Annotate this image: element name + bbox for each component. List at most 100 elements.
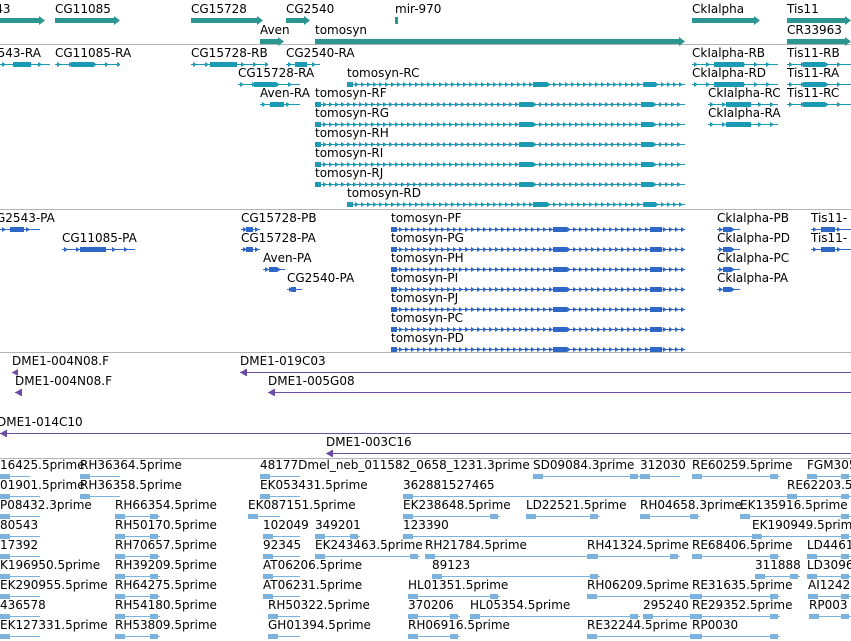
- feature-glyph[interactable]: [115, 571, 160, 582]
- feature-glyph[interactable]: [470, 611, 640, 622]
- feature-glyph[interactable]: [80, 471, 120, 482]
- feature-glyph[interactable]: [692, 59, 778, 70]
- feature-glyph[interactable]: [391, 304, 685, 315]
- feature-glyph[interactable]: [787, 99, 851, 110]
- feature-glyph[interactable]: [0, 591, 40, 602]
- feature-glyph[interactable]: [811, 224, 851, 235]
- feature-glyph[interactable]: [808, 591, 851, 602]
- feature-glyph[interactable]: [263, 531, 300, 542]
- feature-glyph[interactable]: [787, 15, 851, 26]
- feature-glyph[interactable]: [268, 387, 851, 398]
- feature-glyph[interactable]: [807, 551, 851, 562]
- feature-glyph[interactable]: [263, 571, 300, 582]
- feature-glyph[interactable]: [62, 244, 135, 255]
- feature-glyph[interactable]: [315, 551, 420, 562]
- feature-glyph[interactable]: [191, 59, 268, 70]
- feature-glyph[interactable]: [740, 511, 851, 522]
- feature-glyph[interactable]: [807, 571, 851, 582]
- feature-glyph[interactable]: [240, 367, 851, 378]
- feature-glyph[interactable]: [347, 199, 685, 210]
- feature-glyph[interactable]: [432, 571, 600, 582]
- feature-glyph[interactable]: [787, 59, 851, 70]
- feature-glyph[interactable]: [260, 471, 300, 482]
- feature-glyph[interactable]: [708, 119, 778, 130]
- feature-glyph[interactable]: [115, 551, 160, 562]
- feature-glyph[interactable]: [260, 36, 284, 47]
- feature-glyph[interactable]: [315, 179, 685, 190]
- feature-glyph[interactable]: [12, 367, 18, 378]
- feature-glyph[interactable]: [260, 99, 300, 110]
- feature-glyph[interactable]: [0, 224, 40, 235]
- feature-glyph[interactable]: [533, 471, 640, 482]
- feature-glyph[interactable]: [241, 244, 260, 255]
- feature-glyph[interactable]: [315, 531, 360, 542]
- feature-glyph[interactable]: [0, 491, 40, 502]
- feature-glyph[interactable]: [640, 511, 700, 522]
- feature-glyph[interactable]: [811, 244, 851, 255]
- feature-glyph[interactable]: [315, 159, 685, 170]
- feature-glyph[interactable]: [0, 428, 851, 439]
- feature-glyph[interactable]: [717, 224, 740, 235]
- feature-glyph[interactable]: [752, 531, 851, 542]
- feature-glyph[interactable]: [395, 15, 399, 26]
- feature-glyph[interactable]: [391, 224, 685, 235]
- feature-glyph[interactable]: [692, 591, 780, 602]
- feature-glyph[interactable]: [692, 15, 760, 26]
- feature-glyph[interactable]: [287, 284, 302, 295]
- feature-glyph[interactable]: [0, 551, 40, 562]
- feature-glyph[interactable]: [787, 36, 851, 47]
- feature-glyph[interactable]: [692, 79, 778, 90]
- feature-glyph[interactable]: [755, 571, 800, 582]
- feature-glyph[interactable]: [15, 387, 22, 398]
- feature-glyph[interactable]: [326, 448, 851, 459]
- feature-glyph[interactable]: [391, 264, 685, 275]
- feature-glyph[interactable]: [0, 571, 40, 582]
- feature-glyph[interactable]: [248, 511, 280, 522]
- feature-glyph[interactable]: [80, 491, 120, 502]
- feature-glyph[interactable]: [408, 591, 500, 602]
- feature-glyph[interactable]: [263, 591, 300, 602]
- feature-glyph[interactable]: [315, 36, 685, 47]
- feature-glyph[interactable]: [391, 324, 685, 335]
- feature-glyph[interactable]: [0, 15, 45, 26]
- feature-glyph[interactable]: [587, 631, 700, 641]
- feature-glyph[interactable]: [391, 244, 685, 255]
- feature-glyph[interactable]: [717, 284, 740, 295]
- feature-glyph[interactable]: [809, 611, 851, 622]
- feature-glyph[interactable]: [286, 59, 320, 70]
- feature-glyph[interactable]: [0, 59, 50, 70]
- feature-glyph[interactable]: [708, 99, 778, 110]
- feature-glyph[interactable]: [115, 611, 160, 622]
- feature-glyph[interactable]: [787, 79, 851, 90]
- feature-glyph[interactable]: [268, 631, 300, 641]
- feature-glyph[interactable]: [391, 344, 685, 355]
- feature-glyph[interactable]: [391, 284, 685, 295]
- feature-glyph[interactable]: [717, 244, 740, 255]
- feature-glyph[interactable]: [55, 59, 120, 70]
- feature-glyph[interactable]: [315, 99, 685, 110]
- feature-glyph[interactable]: [717, 264, 740, 275]
- feature-glyph[interactable]: [191, 15, 263, 26]
- feature-glyph[interactable]: [315, 139, 685, 150]
- feature-glyph[interactable]: [692, 551, 780, 562]
- feature-glyph[interactable]: [692, 611, 780, 622]
- feature-glyph[interactable]: [692, 471, 780, 482]
- feature-glyph[interactable]: [115, 531, 160, 542]
- feature-glyph[interactable]: [408, 611, 460, 622]
- feature-glyph[interactable]: [0, 531, 40, 542]
- feature-glyph[interactable]: [0, 511, 40, 522]
- feature-glyph[interactable]: [238, 79, 300, 90]
- feature-glyph[interactable]: [115, 631, 160, 641]
- feature-glyph[interactable]: [692, 631, 780, 641]
- feature-glyph[interactable]: [0, 471, 30, 482]
- feature-glyph[interactable]: [587, 551, 680, 562]
- feature-glyph[interactable]: [315, 119, 685, 130]
- feature-glyph[interactable]: [115, 511, 160, 522]
- feature-glyph[interactable]: [241, 224, 260, 235]
- feature-glyph[interactable]: [260, 491, 300, 502]
- feature-glyph[interactable]: [787, 491, 851, 502]
- feature-glyph[interactable]: [403, 511, 500, 522]
- feature-glyph[interactable]: [408, 631, 460, 641]
- feature-glyph[interactable]: [0, 631, 40, 641]
